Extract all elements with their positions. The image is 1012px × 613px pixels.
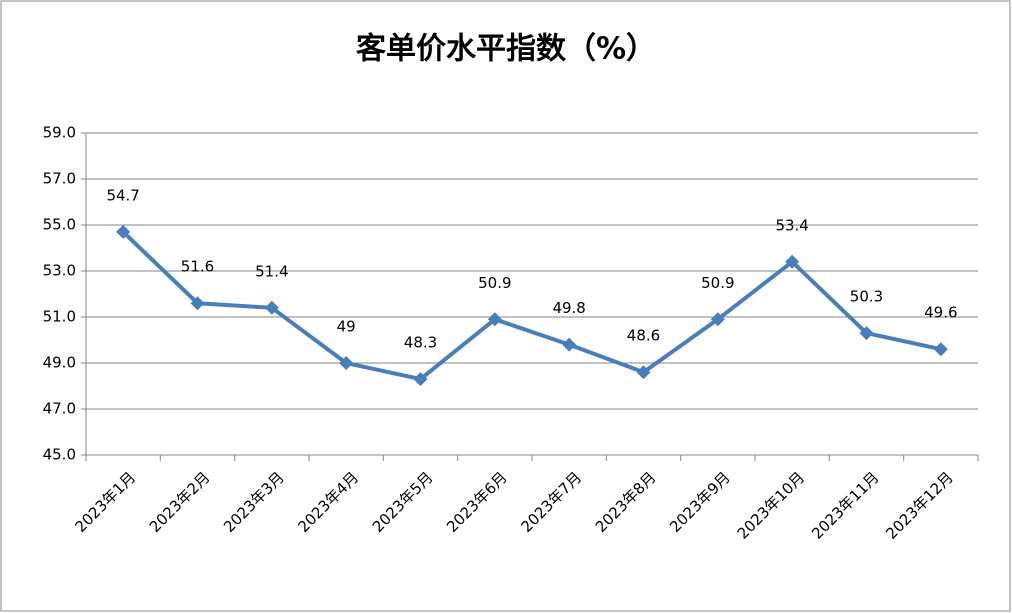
data-label: 49.6 (924, 304, 957, 322)
marker (413, 372, 428, 387)
data-label: 50.9 (701, 274, 734, 292)
marker (785, 254, 800, 269)
marker (487, 312, 502, 327)
data-label: 50.9 (478, 274, 511, 292)
data-label: 49 (337, 318, 356, 336)
y-tick-label: 49.0 (43, 354, 76, 372)
data-label: 54.7 (106, 186, 139, 204)
data-label: 48.6 (627, 327, 660, 345)
y-tick-label: 55.0 (43, 216, 76, 234)
y-tick-label: 51.0 (43, 308, 76, 326)
data-label: 51.6 (181, 258, 214, 276)
marker (933, 342, 948, 357)
marker (562, 337, 577, 352)
data-label: 50.3 (850, 288, 883, 306)
marker (339, 356, 354, 370)
data-label: 53.4 (775, 216, 808, 234)
line (121, 230, 942, 382)
y-tick-label: 59.0 (43, 124, 76, 142)
data-label: 49.8 (552, 299, 585, 317)
marker (859, 326, 874, 341)
chart-title: 客单价水平指数（%） (356, 32, 656, 67)
y-tick-label: 45.0 (43, 446, 76, 464)
data-label: 48.3 (404, 334, 437, 352)
marker (116, 224, 131, 239)
y-tick-label: 53.0 (43, 262, 76, 280)
marker (264, 300, 279, 315)
data-label: 51.4 (255, 262, 288, 280)
marker (636, 365, 651, 380)
marker (710, 312, 725, 327)
y-tick-label: 47.0 (43, 400, 76, 418)
marker (190, 296, 205, 311)
y-tick-label: 57.0 (43, 170, 76, 188)
